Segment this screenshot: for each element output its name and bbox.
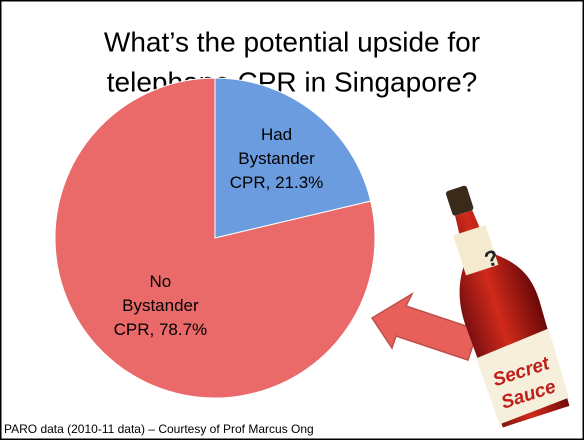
title-line: What’s the potential upside for: [104, 26, 480, 57]
footnote: PARO data (2010-11 data) – Courtesy of P…: [4, 422, 314, 436]
slide: What’s the potential upside fortelephone…: [0, 0, 584, 440]
